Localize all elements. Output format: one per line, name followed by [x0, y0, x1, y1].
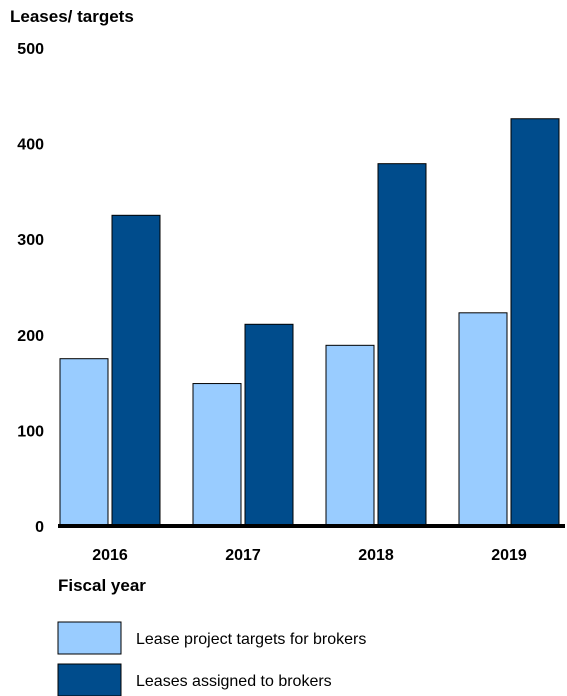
bar-targets-2018	[325, 344, 375, 527]
legend-label-assigned: Leases assigned to brokers	[136, 673, 332, 690]
bar-assigned-2019	[510, 118, 560, 527]
bar-assigned-2018	[377, 163, 427, 527]
y-tick-label: 500	[17, 41, 44, 58]
y-tick-labels: 0 100 200 300 400 500	[17, 41, 44, 536]
x-axis-line	[58, 524, 565, 528]
legend-label-targets: Lease project targets for brokers	[136, 631, 366, 648]
y-tick-label: 200	[17, 328, 44, 345]
legend-swatch-targets	[57, 621, 122, 655]
bar-targets-2017	[192, 383, 242, 527]
x-tick-label: 2017	[225, 547, 261, 564]
y-tick-label: 400	[17, 137, 44, 154]
y-tick-label: 100	[17, 423, 44, 440]
bar-assigned-2017	[244, 323, 294, 527]
bar-targets-2019	[458, 312, 508, 527]
y-tick-label: 0	[35, 519, 44, 536]
bar-targets-2016	[59, 358, 109, 527]
x-tick-labels: 2016 2017 2018 2019	[92, 547, 527, 564]
legend: Lease project targets for brokers Leases …	[57, 621, 366, 696]
legend-swatch-assigned	[57, 663, 122, 696]
y-axis-title: Leases/ targets	[10, 7, 134, 26]
bars	[59, 118, 560, 527]
bar-assigned-2016	[111, 214, 161, 527]
x-tick-label: 2018	[358, 547, 394, 564]
x-tick-label: 2019	[491, 547, 527, 564]
x-tick-label: 2016	[92, 547, 128, 564]
x-axis-title: Fiscal year	[58, 576, 146, 595]
y-tick-label: 300	[17, 232, 44, 249]
